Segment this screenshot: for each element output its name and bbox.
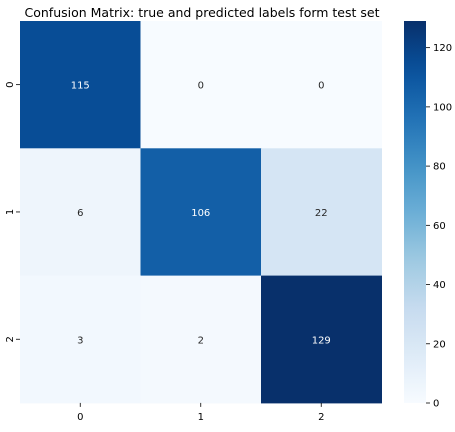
- cell-value-label: 3: [77, 335, 83, 346]
- heatmap-cells: [20, 21, 382, 404]
- colorbar-tick-label: 0: [433, 399, 439, 410]
- cell-value-label: 106: [191, 208, 210, 219]
- heatmap-cell: [261, 148, 382, 277]
- cell-value-label: 2: [198, 335, 204, 346]
- colorbar-tick-label: 60: [433, 221, 446, 232]
- cell-value-label: 129: [312, 335, 331, 346]
- heatmap-cell: [20, 275, 141, 404]
- colorbar-tick-label: 40: [433, 280, 446, 291]
- y-tick-label: 2: [5, 336, 16, 342]
- heatmap-cell: [261, 275, 382, 404]
- colorbar-axis: 0 20 40 60 80 100 120: [426, 43, 452, 410]
- x-tick-label: 0: [77, 412, 83, 423]
- cell-value-label: 0: [198, 81, 204, 92]
- heatmap-cell-labels: 115 0 0 6 106 22 3 2 129: [71, 81, 331, 347]
- colorbar-tick-label: 120: [433, 43, 452, 54]
- colorbar-tick-label: 100: [433, 102, 452, 113]
- x-tick-label: 1: [198, 412, 204, 423]
- colorbar-tick-label: 20: [433, 339, 446, 350]
- heatmap-cell: [140, 275, 262, 404]
- chart-title: Confusion Matrix: true and predicted lab…: [25, 5, 380, 20]
- cell-value-label: 115: [71, 81, 90, 92]
- heatmap-cell: [140, 148, 262, 277]
- y-axis: 0 1 2: [5, 81, 20, 342]
- colorbar: [404, 21, 426, 403]
- heatmap-cell: [20, 21, 141, 149]
- heatmap-cell: [20, 148, 141, 277]
- y-tick-label: 1: [5, 209, 16, 215]
- cell-value-label: 22: [315, 208, 328, 219]
- cell-value-label: 6: [77, 208, 83, 219]
- x-tick-label: 2: [318, 412, 324, 423]
- cell-value-label: 0: [318, 81, 324, 92]
- x-axis: 0 1 2: [77, 402, 324, 423]
- heatmap-cell: [261, 21, 382, 149]
- heatmap-cell: [140, 21, 262, 149]
- colorbar-tick-label: 80: [433, 162, 446, 173]
- y-tick-label: 0: [5, 81, 16, 87]
